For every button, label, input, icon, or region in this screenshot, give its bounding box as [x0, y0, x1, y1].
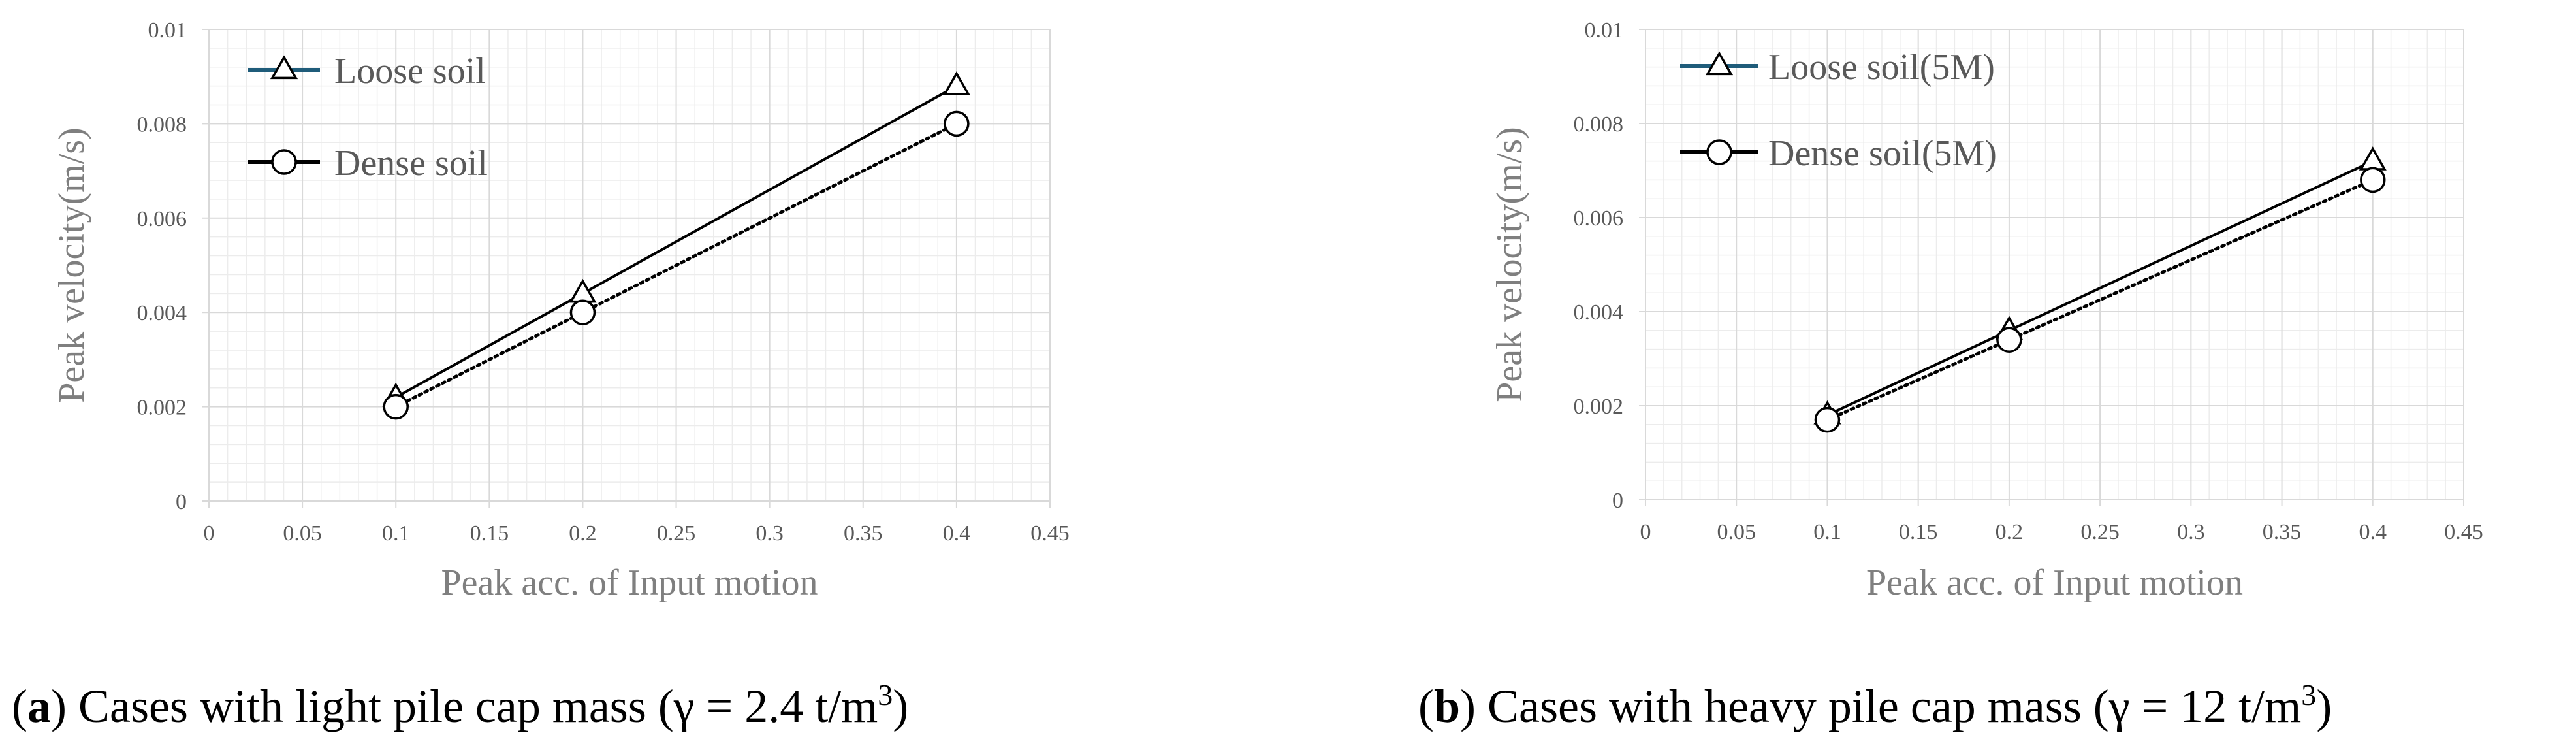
- y-tick-label: 0: [1612, 489, 1623, 513]
- y-tick-label: 0.01: [1585, 18, 1624, 42]
- y-tick-label: 0.004: [1574, 301, 1624, 325]
- legend-label: Dense soil(5M): [1768, 133, 1997, 174]
- x-tick-label: 0.35: [844, 521, 883, 546]
- x-tick-label: 0.4: [2359, 520, 2387, 544]
- legend-label: Dense soil: [334, 143, 488, 184]
- y-tick-label: 0.004: [137, 301, 187, 325]
- panel-caption: (b) Cases with heavy pile cap mass (γ = …: [1418, 678, 2332, 732]
- x-axis-label: Peak acc. of Input motion: [1866, 562, 2243, 603]
- x-tick-label: 0: [204, 521, 215, 546]
- data-point-circle: [1814, 406, 1841, 433]
- x-tick-label: 0.1: [382, 521, 410, 546]
- y-axis-label: Peak velocity(m/s): [1489, 127, 1530, 402]
- x-tick-label: 0.35: [2263, 520, 2302, 544]
- x-tick-label: 0.4: [943, 521, 971, 546]
- y-tick-label: 0.002: [1574, 395, 1624, 419]
- x-tick-label: 0.15: [470, 521, 509, 546]
- series-dense: [1814, 167, 2386, 433]
- legend: Loose soil(5M) Dense soil(5M): [1680, 47, 1997, 174]
- x-tick-label: 0.2: [569, 521, 597, 546]
- major-gridlines: [1639, 29, 2464, 506]
- y-tick-label: 0.006: [137, 207, 187, 231]
- legend: Loose soil Dense soil: [248, 51, 488, 184]
- legend-label: Loose soil(5M): [1768, 47, 1995, 88]
- chart-panel-a: 0 0.05 0.1 0.15 0.2 0.25 0.3 0.35 0.4 0.45 0 0.002 0…: [12, 18, 1070, 732]
- legend-item: Loose soil(5M): [1680, 47, 1995, 88]
- data-point-triangle: [2359, 146, 2387, 171]
- x-tick-label: 0.45: [1030, 521, 1070, 546]
- legend-item: Dense soil: [248, 143, 488, 184]
- data-point-circle: [569, 299, 596, 325]
- x-tick-label: 0.2: [1996, 520, 2024, 544]
- legend-item: Loose soil: [248, 51, 486, 91]
- x-tick-label: 0.05: [1717, 520, 1756, 544]
- x-tick-label: 0.3: [2177, 520, 2205, 544]
- legend-item: Dense soil(5M): [1680, 133, 1997, 174]
- data-point-circle: [1996, 327, 2022, 353]
- series-dense: [383, 110, 970, 420]
- y-tick-label: 0.002: [137, 396, 187, 420]
- y-tick-label: 0: [176, 490, 187, 514]
- y-tick-label: 0.006: [1574, 206, 1624, 231]
- major-gridlines: [202, 29, 1051, 508]
- minor-gridlines: [1646, 29, 2464, 500]
- panel-caption: (a) Cases with light pile cap mass (γ = …: [12, 678, 908, 732]
- x-tick-label: 0.05: [283, 521, 322, 546]
- data-point-triangle: [569, 278, 597, 303]
- legend-circle-marker: [1706, 139, 1732, 165]
- x-tick-label: 0: [1640, 520, 1651, 544]
- y-axis-label: Peak velocity(m/s): [52, 127, 92, 402]
- x-tick-label: 0.1: [1813, 520, 1841, 544]
- data-point-circle: [2360, 167, 2386, 193]
- legend-triangle-marker: [1705, 51, 1734, 76]
- y-tick-label: 0.01: [148, 18, 187, 42]
- y-tick-label: 0.008: [137, 112, 187, 137]
- data-point-circle: [383, 393, 409, 420]
- x-axis-label: Peak acc. of Input motion: [441, 562, 818, 603]
- legend-label: Loose soil: [334, 51, 486, 91]
- x-tick-label: 0.25: [657, 521, 696, 546]
- minor-gridlines: [209, 29, 1050, 501]
- x-tick-label: 0.15: [1899, 520, 1938, 544]
- data-point-circle: [944, 110, 970, 137]
- y-tick-label: 0.008: [1574, 112, 1624, 137]
- x-tick-label: 0.25: [2080, 520, 2120, 544]
- data-point-triangle: [942, 71, 970, 95]
- x-tick-label: 0.45: [2444, 520, 2483, 544]
- legend-circle-marker: [271, 149, 297, 175]
- chart-panel-b: 0 0.05 0.1 0.15 0.2 0.25 0.3 0.35 0.4 0.45 0 0.002 0…: [1418, 18, 2483, 732]
- x-tick-label: 0.3: [755, 521, 784, 546]
- legend-triangle-marker: [270, 55, 298, 80]
